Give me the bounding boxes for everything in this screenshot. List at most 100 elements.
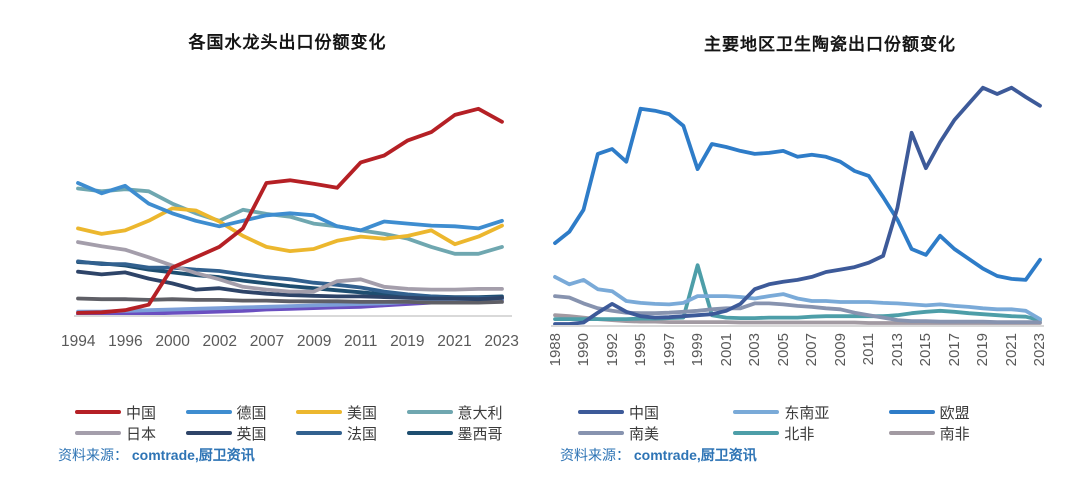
x-tick-label: 2001	[717, 333, 735, 367]
legend-item-italy: 意大利	[406, 404, 518, 422]
legend-item-usa: 美国	[296, 404, 407, 422]
x-tick-label: 2017	[945, 333, 963, 367]
legend-label-southeast-asia: 东南亚	[784, 404, 830, 422]
x-tick-label: 2011	[860, 333, 878, 366]
x-tick-label: 2002	[202, 333, 237, 350]
legend-label-france: 法国	[347, 425, 378, 443]
line-series-意大利	[76, 186, 504, 256]
line-chart-ceramics	[553, 85, 1042, 326]
x-tick-label: 1996	[108, 333, 143, 350]
source-note-ceramics: 资料来源： comtrade,厨卫资讯	[560, 445, 757, 465]
x-tick-label: 2013	[888, 333, 906, 367]
line-series-美国	[76, 206, 504, 254]
x-axis-ticks-faucet: 1994 1996 2000 2002 2007 2009 2011 2019 2021 2023	[61, 333, 519, 351]
line-series-德国	[76, 181, 504, 233]
legend-item-germany: 德国	[185, 404, 297, 422]
legend-swatch-usa	[296, 410, 342, 414]
legend-item-southeast-asia: 东南亚	[733, 404, 888, 422]
legend-swatch-germany	[185, 410, 232, 414]
x-tick-label: 1995	[632, 333, 650, 367]
x-tick-label: 2011	[344, 333, 378, 350]
x-tick-label: 1999	[689, 333, 707, 367]
x-tick-label: 1988	[547, 333, 564, 367]
legend-item-china: 中国	[75, 404, 186, 422]
line-series-欧盟	[553, 106, 1042, 282]
legend-label-japan: 日本	[126, 425, 157, 443]
x-tick-label: 1992	[603, 333, 621, 367]
line-series-日本	[76, 240, 504, 294]
legend-swatch-eu	[888, 410, 935, 414]
x-tick-label: 2005	[774, 333, 792, 367]
x-axis-ticks-ceramics: 1988 1990 1992 1995 1997 1999 2001 2003 2005 2007…	[547, 333, 1048, 385]
legend-swatch-north-africa	[733, 431, 780, 435]
x-tick-label: 2019	[974, 333, 992, 367]
x-tick-label: 2021	[437, 333, 472, 350]
legend-label-eu: 欧盟	[939, 404, 970, 422]
legend-swatch-mexico	[406, 431, 453, 435]
legend-swatch-china-ceramics	[578, 410, 624, 414]
legend-item-north-africa: 北非	[733, 425, 888, 443]
x-tick-label: 1990	[575, 333, 593, 367]
legend-label-china: 中国	[126, 404, 157, 422]
legend-item-mexico: 墨西哥	[406, 425, 518, 443]
legend-item-china-ceramics: 中国	[578, 404, 733, 422]
x-tick-label: 2019	[390, 333, 425, 350]
x-tick-label: 2000	[155, 333, 190, 350]
source-suffix: ,厨卫资讯	[696, 447, 757, 463]
x-tick-label: 2007	[249, 333, 285, 350]
legend-label-south-america: 南美	[629, 425, 660, 443]
legend-label-italy: 意大利	[457, 404, 503, 422]
legend-item-japan: 日本	[75, 425, 186, 443]
legend-swatch-south-america	[578, 431, 624, 435]
x-axis-line-ceramics	[551, 325, 1044, 327]
line-series-东南亚	[553, 274, 1042, 322]
legend-label-germany: 德国	[236, 404, 267, 422]
x-tick-label: 2009	[831, 333, 849, 367]
legend-ceramics: 中国 东南亚 欧盟 南美 北非 南非	[578, 404, 1044, 443]
line-series-中国	[76, 106, 504, 315]
legend-swatch-japan	[75, 431, 121, 435]
line-series-北非	[553, 263, 1042, 323]
legend-item-eu: 欧盟	[888, 404, 1044, 422]
legend-item-south-africa: 南非	[888, 425, 1044, 443]
legend-label-china-ceramics: 中国	[629, 404, 660, 422]
line-series-法国	[76, 259, 504, 300]
source-note-faucet: 资料来源： comtrade,厨卫资讯	[58, 445, 255, 465]
legend-item-south-america: 南美	[578, 425, 733, 443]
legend-label-south-africa: 南非	[939, 425, 970, 443]
chart-title-ceramics: 主要地区卫生陶瓷出口份额变化	[704, 35, 956, 54]
source-prefix: 资料来源：	[560, 447, 634, 463]
legend-label-uk: 英国	[236, 425, 267, 443]
legend-swatch-south-africa	[888, 431, 935, 435]
x-tick-label: 2007	[803, 333, 821, 367]
source-prefix: 资料来源：	[58, 447, 132, 463]
source-suffix: ,厨卫资讯	[194, 447, 255, 463]
legend-label-north-africa: 北非	[784, 425, 815, 443]
legend-swatch-italy	[406, 410, 453, 414]
x-tick-label: 2015	[917, 333, 935, 367]
legend-swatch-southeast-asia	[733, 410, 780, 414]
x-tick-label: 2021	[1002, 333, 1020, 367]
x-tick-label: 2023	[1030, 333, 1048, 367]
legend-swatch-uk	[185, 431, 232, 435]
x-tick-label: 1994	[61, 333, 96, 350]
x-tick-label: 1997	[660, 333, 678, 367]
source-provider: comtrade	[131, 447, 195, 463]
line-chart-faucet	[76, 106, 504, 317]
legend-label-mexico: 墨西哥	[457, 425, 503, 443]
legend-item-uk: 英国	[185, 425, 297, 443]
x-axis-line-faucet	[74, 315, 512, 317]
legend-item-france: 法国	[296, 425, 407, 443]
source-provider: comtrade	[633, 447, 697, 463]
line-series-中国	[553, 85, 1042, 326]
chart-title-faucet: 各国水龙头出口份额变化	[188, 33, 387, 52]
legend-faucet: 中国 德国 美国 意大利 日本 英国 法国 墨西哥	[75, 404, 518, 443]
line-series-unlabeled-8	[76, 296, 504, 305]
x-tick-label: 2003	[746, 333, 764, 367]
legend-swatch-china	[75, 410, 121, 414]
x-tick-label: 2009	[296, 333, 332, 350]
x-tick-label: 2023	[484, 333, 519, 350]
legend-label-usa: 美国	[347, 404, 378, 422]
legend-swatch-france	[296, 431, 342, 435]
